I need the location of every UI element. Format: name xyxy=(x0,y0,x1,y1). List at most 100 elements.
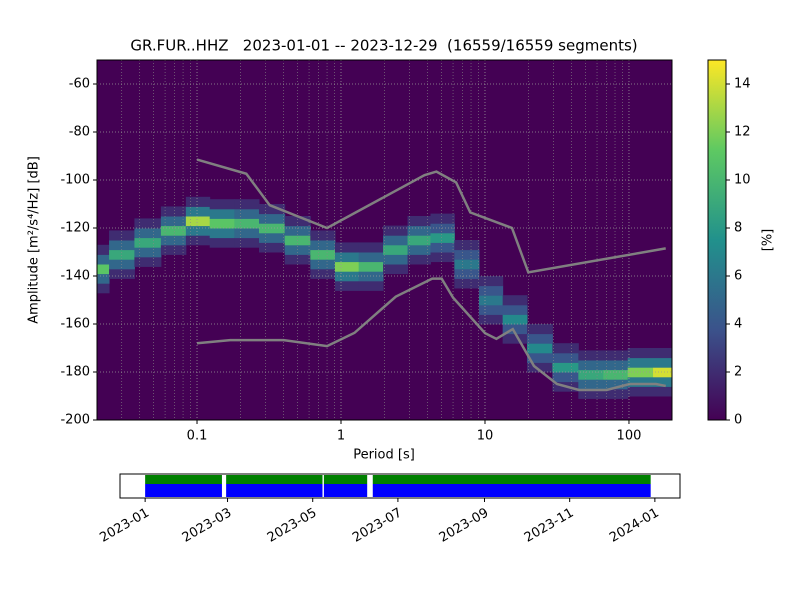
density-cell xyxy=(334,261,360,272)
density-cell xyxy=(258,204,286,215)
colorbar xyxy=(707,59,727,421)
density-cell xyxy=(478,314,504,325)
density-cell xyxy=(97,273,110,284)
density-cell xyxy=(603,379,629,390)
density-cell xyxy=(627,386,654,397)
density-cell xyxy=(358,242,384,253)
density-cell xyxy=(160,225,187,236)
density-cell xyxy=(97,264,110,275)
density-cell xyxy=(234,237,260,248)
density-cell xyxy=(603,350,629,361)
y-tick-label: -60 xyxy=(69,77,90,92)
density-cell xyxy=(258,242,286,253)
colorbar-tick-label: 4 xyxy=(734,317,742,332)
density-cell xyxy=(109,230,135,241)
colorbar-tick-label: 10 xyxy=(734,173,751,188)
density-cell xyxy=(258,232,286,243)
density-cell xyxy=(552,343,579,354)
density-cell xyxy=(209,237,235,248)
density-cell xyxy=(334,242,360,253)
density-cell xyxy=(552,352,579,363)
density-cell xyxy=(134,247,162,258)
colorbar-tick-label: 6 xyxy=(734,269,742,284)
density-cell xyxy=(627,348,654,359)
density-cell xyxy=(284,254,311,265)
density-cell xyxy=(502,333,528,344)
density-cell xyxy=(527,343,553,354)
coverage-bar-bottom xyxy=(372,484,651,497)
y-tick-label: -140 xyxy=(60,269,90,284)
density-cell xyxy=(454,278,480,289)
coverage-bar-top xyxy=(372,475,651,484)
y-tick-label: -120 xyxy=(60,221,90,236)
density-cell xyxy=(160,235,187,246)
density-cell xyxy=(552,362,579,373)
density-cell xyxy=(578,379,604,390)
density-cell xyxy=(502,324,528,335)
density-cell xyxy=(97,254,110,265)
density-cell xyxy=(209,228,235,239)
density-cell xyxy=(653,376,672,387)
density-cell xyxy=(454,249,480,260)
density-cell xyxy=(185,216,211,227)
density-cell xyxy=(97,283,110,294)
density-cell xyxy=(454,240,480,251)
density-cell xyxy=(209,208,235,219)
density-cell xyxy=(407,235,431,246)
density-cell xyxy=(284,225,311,236)
timeline-tick-label: 2023-01 xyxy=(97,506,152,546)
density-cell xyxy=(334,280,360,291)
density-cell xyxy=(310,249,336,260)
colorbar-tick-label: 0 xyxy=(734,413,742,428)
density-cell xyxy=(578,388,604,399)
density-cell xyxy=(334,271,360,282)
density-cell xyxy=(310,259,336,270)
density-cell xyxy=(234,208,260,219)
timeline-tick-label: 2023-09 xyxy=(437,506,492,546)
coverage-bar-bottom xyxy=(226,484,323,497)
density-cell xyxy=(160,206,187,217)
y-tick-label: -180 xyxy=(60,365,90,380)
density-cell xyxy=(430,232,455,243)
density-cell xyxy=(234,199,260,210)
density-cell xyxy=(653,348,672,359)
density-cell xyxy=(603,369,629,380)
density-cell xyxy=(358,280,384,291)
density-cell xyxy=(454,259,480,270)
density-cell xyxy=(109,240,135,251)
density-cell xyxy=(209,199,235,210)
timeline-tick-label: 2023-03 xyxy=(180,506,235,546)
y-axis-label: Amplitude [m²/s⁴/Hz] [dB] xyxy=(27,156,42,324)
coverage-bar-bottom xyxy=(145,484,222,497)
density-cell xyxy=(185,225,211,236)
colorbar-tick-label: 12 xyxy=(734,125,751,140)
density-cell xyxy=(653,386,672,397)
density-cell xyxy=(653,367,672,378)
timeline-tick-label: 2023-05 xyxy=(265,506,320,546)
density-cell xyxy=(578,360,604,371)
density-cell xyxy=(310,268,336,279)
density-cell xyxy=(627,376,654,387)
density-cell xyxy=(358,261,384,272)
y-tick-label: -80 xyxy=(69,125,90,140)
x-tick-label: 1 xyxy=(337,429,345,444)
density-cell xyxy=(185,196,211,207)
density-cell xyxy=(578,350,604,361)
density-cell xyxy=(258,223,286,234)
density-cell xyxy=(527,362,553,373)
colorbar-label: [%] xyxy=(761,229,776,252)
density-cell xyxy=(358,271,384,282)
density-cell xyxy=(134,218,162,229)
density-cell xyxy=(430,213,455,224)
x-tick-label: 10 xyxy=(477,429,494,444)
density-cell xyxy=(234,218,260,229)
density-cell xyxy=(258,213,286,224)
density-cell xyxy=(407,225,431,236)
density-cell xyxy=(527,352,553,363)
density-cell xyxy=(383,235,409,246)
density-cell xyxy=(454,268,480,279)
density-cell xyxy=(578,369,604,380)
density-cell xyxy=(478,276,504,287)
x-tick-label: 0.1 xyxy=(187,429,208,444)
y-tick-label: -100 xyxy=(60,173,90,188)
